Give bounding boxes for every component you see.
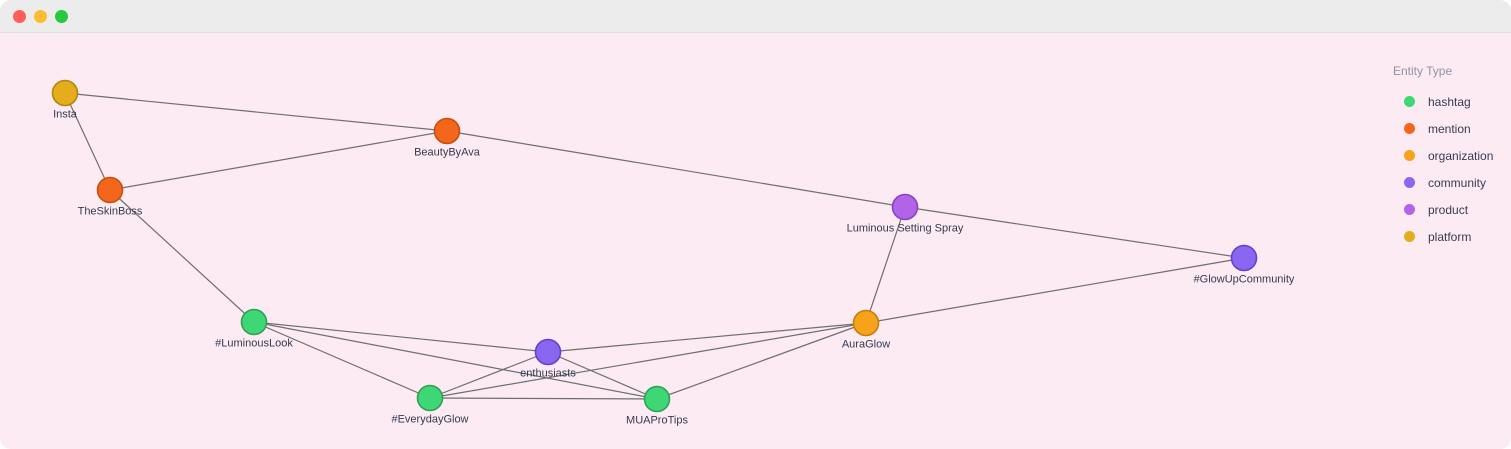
legend-item-product[interactable]: product (1388, 196, 1503, 223)
product-color-dot-icon (1404, 204, 1415, 215)
node-label-LuminousSettingSpray: Luminous Setting Spray (847, 223, 964, 235)
graph-node-AuraGlow[interactable] (852, 309, 880, 337)
entity-type-legend: Entity Type hashtag mention organization co… (1388, 64, 1503, 250)
mention-color-dot-icon (1404, 123, 1415, 134)
legend-item-label: platform (1428, 229, 1472, 244)
legend-title: Entity Type (1393, 64, 1453, 78)
graph-edge-LuminousLook-EverydayGlow (253, 321, 431, 399)
legend-item-label: product (1428, 202, 1469, 217)
legend-item-label: organization (1428, 148, 1494, 163)
graph-edge-LuminousLook-enthusiasts (253, 321, 549, 353)
node-label-GlowUpCommunity: #GlowUpCommunity (1194, 274, 1295, 286)
community-color-dot-icon (1404, 177, 1415, 188)
graph-node-Insta[interactable] (51, 79, 79, 107)
graph-edge-enthusiasts-EverydayGlow (429, 351, 549, 399)
graph-edge-TheSkinBoss-LuminousLook (109, 189, 255, 323)
graph-edge-EverydayGlow-MUAProTips (429, 397, 658, 400)
organization-color-dot-icon (1404, 150, 1415, 161)
node-label-MUAProTips: MUAProTips (626, 415, 688, 427)
graph-edge-LuminousSettingSpray-AuraGlow (865, 206, 906, 324)
graph-edge-EverydayGlow-AuraGlow (429, 322, 867, 399)
legend-item-hashtag[interactable]: hashtag (1388, 88, 1503, 115)
graph-node-enthusiasts[interactable] (534, 338, 562, 366)
graph-node-BeautyByAva[interactable] (433, 117, 461, 145)
legend-item-organization[interactable]: organization (1388, 142, 1503, 169)
close-button[interactable] (13, 9, 26, 23)
minimize-button[interactable] (34, 9, 47, 23)
zoom-button[interactable] (55, 9, 68, 23)
graph-edge-Insta-BeautyByAva (64, 92, 448, 132)
graph-node-LuminousSettingSpray[interactable] (891, 193, 919, 221)
graph-node-LuminousLook[interactable] (240, 308, 268, 336)
node-label-AuraGlow: AuraGlow (842, 339, 890, 351)
legend-item-label: hashtag (1428, 94, 1471, 109)
node-label-BeautyByAva: BeautyByAva (414, 147, 481, 159)
legend-item-community[interactable]: community (1388, 169, 1503, 196)
node-label-enthusiasts: enthusiasts (520, 368, 576, 380)
graph-edge-LuminousLook-MUAProTips (253, 321, 658, 400)
graph-edge-enthusiasts-MUAProTips (547, 351, 658, 400)
node-label-Insta: Insta (53, 109, 78, 121)
graph-edge-AuraGlow-GlowUpCommunity (865, 257, 1245, 324)
node-label-EverydayGlow: #EverydayGlow (391, 414, 468, 426)
hashtag-color-dot-icon (1404, 96, 1415, 107)
legend-item-platform[interactable]: platform (1388, 223, 1503, 250)
window-titlebar (0, 0, 1511, 33)
legend-item-mention[interactable]: mention (1388, 115, 1503, 142)
graph-edge-MUAProTips-AuraGlow (656, 322, 867, 400)
node-label-TheSkinBoss: TheSkinBoss (78, 206, 143, 218)
graph-node-MUAProTips[interactable] (643, 385, 671, 413)
graph-edge-BeautyByAva-LuminousSettingSpray (446, 130, 906, 208)
legend-item-label: community (1428, 175, 1487, 190)
legend-items: hashtag mention organization community produ… (1388, 88, 1503, 250)
graph-node-TheSkinBoss[interactable] (96, 176, 124, 204)
node-label-LuminousLook: #LuminousLook (215, 338, 293, 350)
graph-edge-Insta-TheSkinBoss (64, 92, 111, 191)
graph-node-EverydayGlow[interactable] (416, 384, 444, 412)
graph-edge-LuminousSettingSpray-GlowUpCommunity (904, 206, 1245, 259)
graph-edge-TheSkinBoss-BeautyByAva (109, 130, 448, 191)
platform-color-dot-icon (1404, 231, 1415, 242)
legend-item-label: mention (1428, 121, 1471, 136)
graph-edge-enthusiasts-AuraGlow (547, 322, 867, 353)
graph-node-GlowUpCommunity[interactable] (1230, 244, 1258, 272)
